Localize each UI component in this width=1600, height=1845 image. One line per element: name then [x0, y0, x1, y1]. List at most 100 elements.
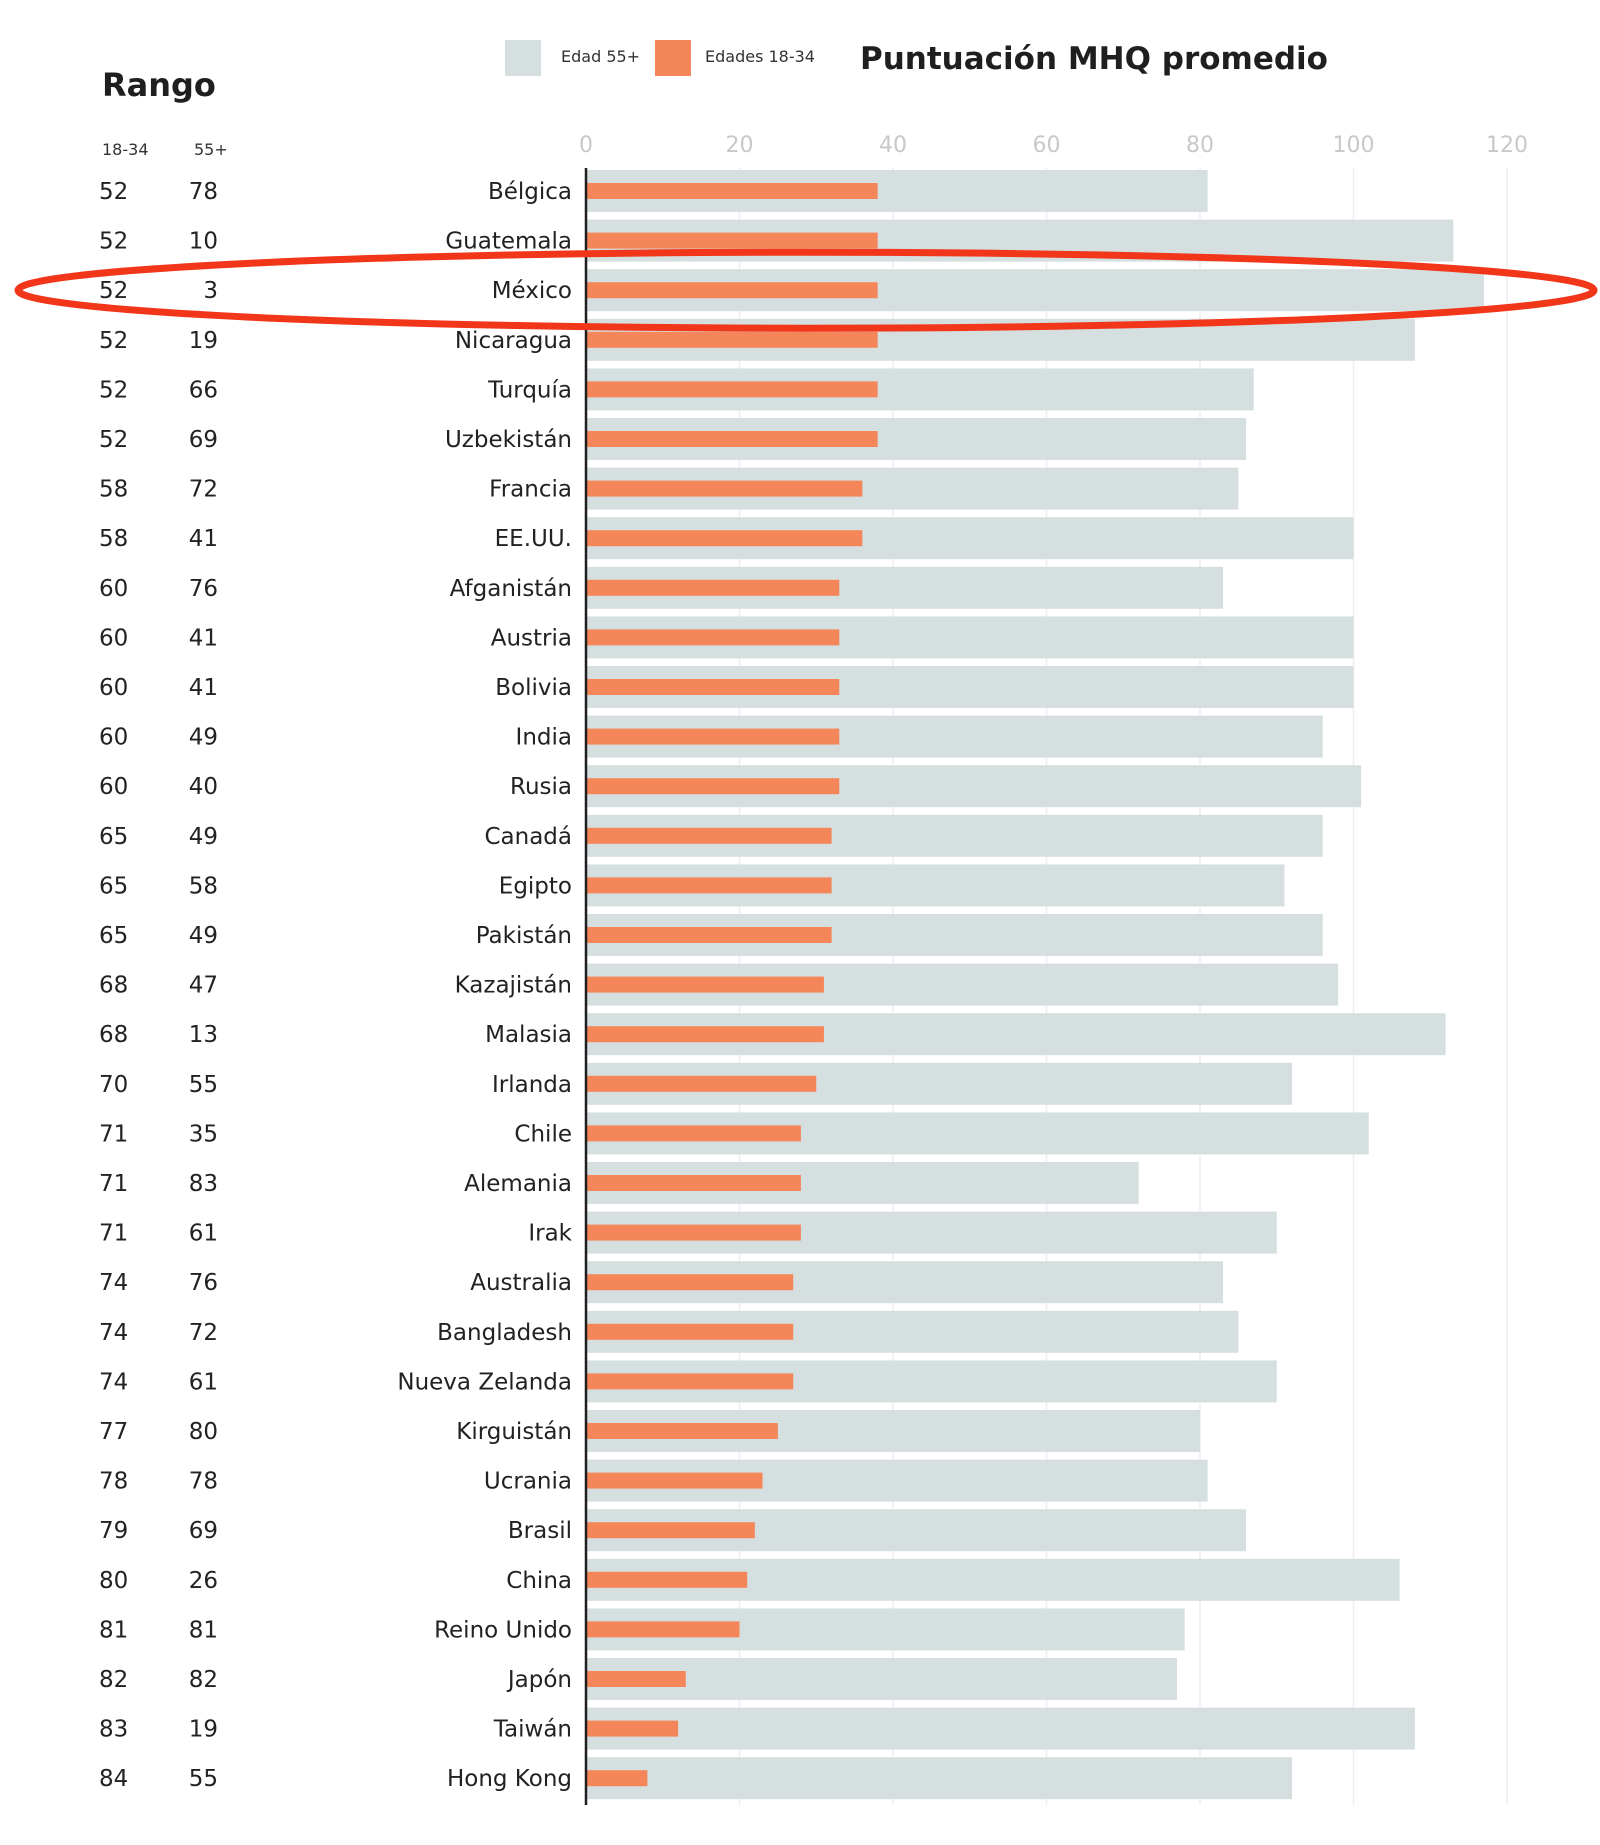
rank-18-34-value: 78	[99, 1469, 128, 1495]
bar-18-34	[586, 232, 878, 249]
country-label: Austria	[491, 625, 572, 651]
rank-55-plus-value: 10	[189, 229, 218, 255]
rank-18-34-value: 60	[99, 725, 128, 751]
bar-18-34	[586, 1373, 794, 1390]
bar-18-34	[586, 976, 824, 993]
country-label: Hong Kong	[447, 1766, 572, 1792]
bar-18-34	[586, 1671, 686, 1687]
bar-18-34	[586, 183, 878, 199]
bar-18-34	[586, 431, 878, 447]
bar-18-34	[586, 1571, 748, 1588]
rank-18-34-value: 68	[99, 1022, 128, 1048]
rank-55-plus-value: 58	[189, 873, 218, 899]
bar-18-34	[586, 728, 840, 745]
legend-label-younger: Edades 18-34	[705, 47, 815, 66]
bar-18-34	[586, 1423, 778, 1439]
rank-55-plus-value: 72	[189, 1320, 218, 1346]
bar-18-34	[586, 282, 878, 299]
rank-55-plus-value: 41	[189, 625, 218, 651]
rank-18-34-value: 70	[99, 1072, 128, 1098]
rank-55-plus-value: 82	[189, 1667, 218, 1693]
bar-18-34	[586, 629, 840, 646]
rank-18-34-value: 71	[99, 1121, 128, 1147]
rank-18-34-value: 60	[99, 576, 128, 602]
rank-55-plus-value: 47	[189, 973, 218, 999]
country-label: Chile	[514, 1121, 572, 1147]
bar-18-34	[586, 331, 878, 348]
x-tick-label: 20	[726, 133, 754, 158]
rank-55-plus-value: 35	[189, 1121, 218, 1147]
rank-55-plus-value: 49	[189, 824, 218, 850]
rank-55-plus-value: 55	[189, 1072, 218, 1098]
bar-18-34	[586, 1075, 817, 1092]
rank-55-plus-value: 19	[189, 1717, 218, 1743]
rank-55-plus-value: 3	[203, 278, 218, 304]
legend-label-older: Edad 55+	[561, 47, 640, 66]
bar-18-34	[586, 1621, 740, 1638]
bar-18-34	[586, 1125, 801, 1142]
rank-55-plus-value: 40	[189, 774, 218, 800]
rank-18-34-value: 77	[99, 1419, 128, 1445]
bar-18-34	[586, 1522, 755, 1539]
country-label: Egipto	[499, 873, 572, 899]
bar-18-34	[586, 1770, 648, 1787]
bar-18-34	[586, 480, 863, 497]
bar-18-34	[586, 1472, 763, 1489]
x-tick-label: 0	[579, 133, 593, 158]
x-tick-label: 80	[1186, 133, 1214, 158]
country-label: Ucrania	[484, 1469, 572, 1495]
country-label: Uzbekistán	[445, 427, 572, 453]
country-label: Afganistán	[450, 576, 572, 602]
rank-55-plus-value: 78	[189, 1469, 218, 1495]
rank-55-plus-value: 76	[189, 576, 218, 602]
rank-18-34-value: 52	[99, 278, 128, 304]
country-label: Irak	[528, 1221, 572, 1247]
bar-18-34	[586, 679, 840, 695]
rank-55-plus-value: 49	[189, 725, 218, 751]
bar-55-plus	[586, 1707, 1415, 1750]
rank-55-plus-value: 78	[189, 179, 218, 205]
rank-18-34-value: 82	[99, 1667, 128, 1693]
rank-18-34-value: 74	[99, 1320, 128, 1346]
bar-18-34	[586, 1274, 794, 1291]
rank-55-plus-value: 55	[189, 1766, 218, 1792]
rank-18-34-value: 84	[99, 1766, 128, 1792]
rank-55-plus-value: 69	[189, 427, 218, 453]
rank-header: Rango	[102, 66, 216, 104]
legend-swatch-older	[505, 40, 541, 76]
rank-55-plus-value: 19	[189, 328, 218, 354]
rank-18-34-value: 83	[99, 1717, 128, 1743]
bar-18-34	[586, 827, 832, 844]
rank-18-34-value: 52	[99, 229, 128, 255]
rank-18-34-value: 58	[99, 477, 128, 503]
country-label: Japón	[506, 1667, 572, 1693]
bar-18-34	[586, 1224, 801, 1241]
country-label: México	[492, 278, 572, 304]
bar-18-34	[586, 1323, 794, 1340]
rank-55-plus-value: 69	[189, 1518, 218, 1544]
rank-18-34-value: 65	[99, 873, 128, 899]
country-label: Rusia	[510, 774, 572, 800]
rank-column-55-plus: 55+	[194, 140, 228, 159]
country-label: Francia	[489, 477, 572, 503]
country-label: Taiwán	[493, 1717, 572, 1743]
country-label: Pakistán	[476, 923, 572, 949]
x-tick-label: 40	[879, 133, 907, 158]
rank-18-34-value: 52	[99, 427, 128, 453]
legend-swatch-younger	[655, 40, 691, 76]
country-label: Bangladesh	[437, 1320, 572, 1346]
rank-18-34-value: 81	[99, 1617, 128, 1643]
rank-55-plus-value: 66	[189, 377, 218, 403]
bar-18-34	[586, 927, 832, 943]
country-label: Canadá	[484, 824, 572, 850]
bar-18-34	[586, 381, 878, 398]
rank-55-plus-value: 76	[189, 1270, 218, 1296]
rank-18-34-value: 65	[99, 923, 128, 949]
rank-55-plus-value: 80	[189, 1419, 218, 1445]
rank-18-34-value: 71	[99, 1171, 128, 1197]
rank-18-34-value: 60	[99, 625, 128, 651]
country-label: India	[516, 725, 572, 751]
rank-55-plus-value: 13	[189, 1022, 218, 1048]
rank-18-34-value: 60	[99, 774, 128, 800]
